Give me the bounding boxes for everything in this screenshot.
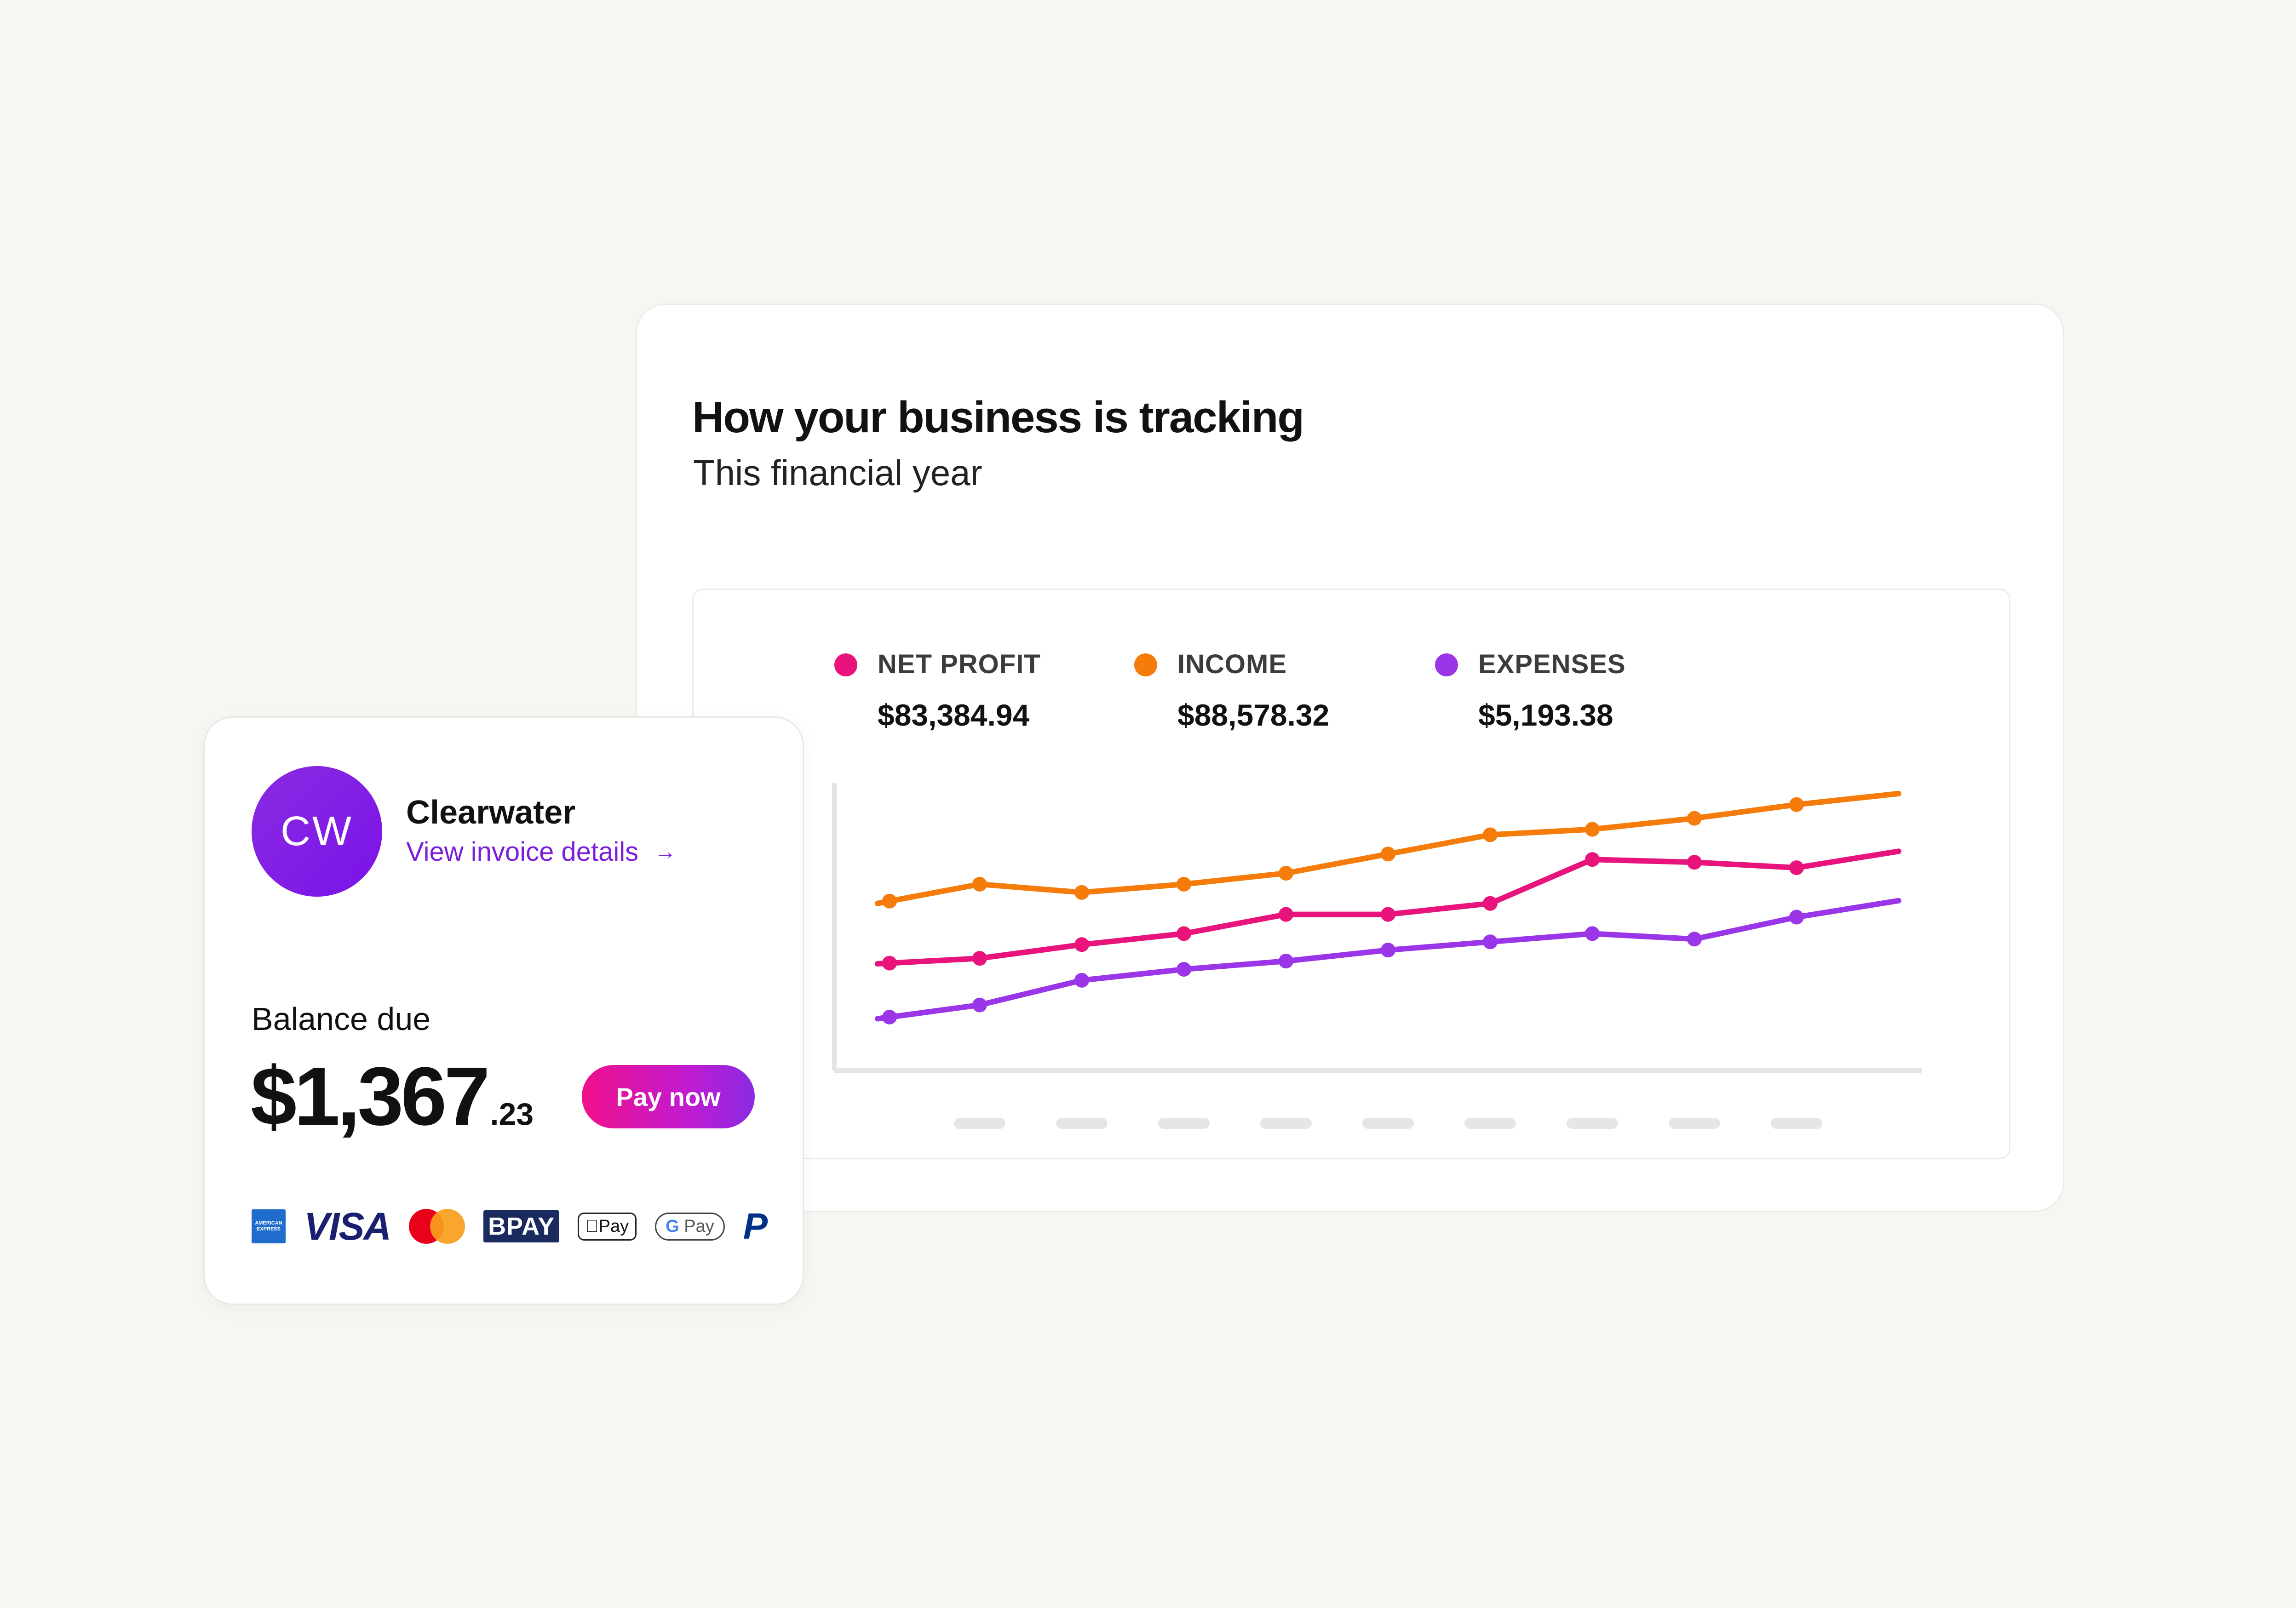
series-point-income-1 — [972, 876, 987, 892]
x-tick-label-1 — [954, 1118, 1005, 1129]
series-point-expenses-start — [882, 1009, 897, 1024]
series-point-expenses-1 — [972, 997, 987, 1013]
series-point-expenses-8 — [1687, 932, 1702, 947]
series-point-net-profit-3 — [1177, 926, 1191, 941]
legend-label-income: INCOME — [1177, 649, 1287, 679]
legend-dot-net-profit — [834, 653, 857, 676]
view-invoice-label: View invoice details — [406, 837, 639, 867]
balance-amount: $1,367.23 — [251, 1049, 534, 1144]
view-invoice-link[interactable]: View invoice details → — [406, 836, 676, 867]
x-tick-label-2 — [1056, 1118, 1108, 1129]
company-name: Clearwater — [406, 794, 576, 831]
chart-subtitle: This financial year — [693, 452, 982, 493]
balance-dollars: $1,367 — [251, 1050, 490, 1143]
series-point-net-profit-2 — [1074, 937, 1089, 952]
series-point-income-2 — [1074, 885, 1089, 900]
series-point-income-8 — [1687, 811, 1702, 826]
pay-now-button[interactable]: Pay now — [582, 1065, 755, 1128]
balance-label: Balance due — [252, 1001, 431, 1037]
legend-label-expenses: EXPENSES — [1478, 649, 1626, 679]
series-point-net-profit-start — [882, 956, 897, 971]
chart-panel: NET PROFIT $83,384.94 INCOME $88,578.32 … — [692, 589, 2010, 1159]
x-tick-label-9 — [1771, 1118, 1822, 1129]
payment-methods: AMERICAN EXPRESS VISA BPAY Pay G Pay P — [252, 1204, 786, 1248]
series-point-net-profit-7 — [1585, 852, 1600, 867]
legend-value-net-profit: $83,384.94 — [878, 698, 1030, 732]
series-point-expenses-9 — [1789, 910, 1804, 925]
x-tick-label-5 — [1362, 1118, 1414, 1129]
series-point-income-3 — [1177, 876, 1191, 892]
apple-pay-icon: Pay — [578, 1212, 637, 1241]
bpay-icon: BPAY — [483, 1210, 560, 1242]
invoice-card: CW Clearwater View invoice details → Bal… — [203, 716, 804, 1305]
amex-icon: AMERICAN EXPRESS — [252, 1209, 286, 1243]
series-point-expenses-4 — [1279, 954, 1293, 969]
series-point-expenses-5 — [1381, 943, 1395, 958]
series-point-income-5 — [1381, 847, 1395, 862]
series-point-net-profit-8 — [1687, 855, 1702, 870]
series-point-expenses-6 — [1483, 934, 1498, 950]
x-tick-label-8 — [1669, 1118, 1720, 1129]
series-point-net-profit-1 — [972, 951, 987, 966]
series-point-net-profit-6 — [1483, 896, 1498, 911]
series-point-net-profit-4 — [1279, 907, 1293, 922]
paypal-icon: P — [730, 1206, 768, 1247]
legend-label-net-profit: NET PROFIT — [878, 649, 1041, 679]
x-tick-label-6 — [1464, 1118, 1516, 1129]
series-point-expenses-3 — [1177, 961, 1191, 977]
series-point-income-6 — [1483, 827, 1498, 842]
mastercard-icon — [409, 1209, 465, 1244]
x-tick-label-3 — [1158, 1118, 1210, 1129]
series-point-income-7 — [1585, 822, 1600, 837]
arrow-right-icon: → — [654, 840, 677, 864]
chart-card: How your business is tracking This finan… — [636, 303, 2064, 1212]
series-point-income-start — [882, 893, 897, 909]
avatar: CW — [252, 766, 382, 897]
legend-value-expenses: $5,193.38 — [1478, 698, 1613, 732]
series-point-net-profit-5 — [1381, 907, 1395, 922]
x-tick-label-4 — [1260, 1118, 1312, 1129]
visa-icon: VISA — [304, 1204, 391, 1248]
series-point-income-9 — [1789, 797, 1804, 812]
legend-dot-income — [1134, 653, 1157, 676]
x-tick-label-7 — [1567, 1118, 1618, 1129]
series-point-net-profit-9 — [1789, 860, 1804, 876]
series-point-income-4 — [1279, 866, 1293, 881]
line-chart — [832, 783, 1922, 1129]
series-point-expenses-2 — [1074, 973, 1089, 988]
balance-cents: .23 — [490, 1097, 534, 1132]
legend-dot-expenses — [1435, 653, 1458, 676]
chart-title: How your business is tracking — [692, 393, 1304, 442]
google-pay-icon: G Pay — [655, 1212, 725, 1241]
series-point-expenses-7 — [1585, 926, 1600, 941]
legend-value-income: $88,578.32 — [1177, 698, 1330, 732]
